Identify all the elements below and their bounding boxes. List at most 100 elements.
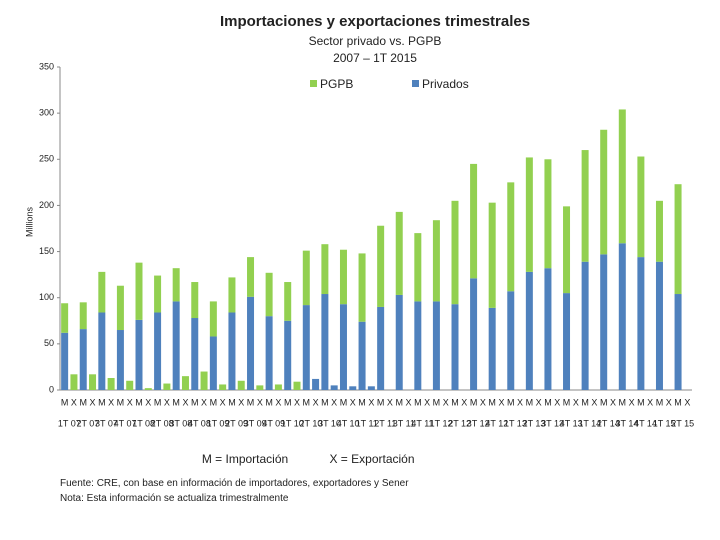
x-tick-label: M (526, 397, 534, 407)
bar-segment (525, 271, 533, 390)
x-tick-label: X (629, 397, 635, 407)
bar-segment (525, 157, 533, 272)
bar-segment (256, 385, 264, 390)
bar-segment (488, 202, 496, 308)
quarter-label: 2T 15 (671, 418, 694, 428)
bar-segment (98, 312, 106, 390)
quarter-label: 4T 07 (114, 418, 137, 428)
bar-segment (655, 200, 663, 262)
bar-segment (172, 301, 180, 390)
bar-segment (181, 376, 189, 390)
bar-segment (618, 243, 626, 390)
y-tick-label: 0 (49, 384, 54, 394)
quarter-label: 3T 07 (95, 418, 118, 428)
x-tick-label: M (674, 397, 682, 407)
bar-segment (247, 257, 255, 297)
chart-title: Importaciones y exportaciones trimestral… (220, 13, 530, 30)
bar-segment (321, 294, 329, 390)
quarter-label: 4T 11 (411, 418, 433, 428)
x-tick-label: X (666, 397, 672, 407)
x-tick-label: M (321, 397, 329, 407)
quarter-label: 1T 15 (653, 418, 676, 428)
bar-segment (321, 244, 329, 295)
quarter-label: 1T 08 (132, 418, 155, 428)
bar-segment (163, 383, 171, 390)
quarter-label: 4T 14 (634, 418, 657, 428)
bar-segment (358, 253, 366, 322)
bar-segment (144, 388, 152, 390)
x-tick-label: M (210, 397, 218, 407)
x-tick-label: X (368, 397, 374, 407)
x-tick-label: X (480, 397, 486, 407)
x-tick-label: X (350, 397, 356, 407)
x-tick-label: M (581, 397, 589, 407)
bar-segment (395, 211, 403, 295)
x-tick-label: X (145, 397, 151, 407)
bar-segment (349, 386, 357, 390)
bar-segment (339, 249, 347, 305)
x-tick-label: M (470, 397, 478, 407)
bar-segment (265, 316, 273, 390)
quarter-label: 1T 14 (578, 418, 601, 428)
x-tick-label: M (284, 397, 292, 407)
legend-label: Privados (422, 77, 469, 91)
x-tick-label: M (656, 397, 664, 407)
bar-segment (219, 384, 227, 390)
x-tick-label: M (433, 397, 441, 407)
bar-segment (228, 312, 236, 390)
quarter-label: 3T 10 (318, 418, 341, 428)
quarter-label: 3T 09 (244, 418, 267, 428)
bar-segment (284, 320, 292, 390)
bar-segment (432, 301, 440, 390)
x-tick-label: X (275, 397, 281, 407)
x-tick-label: M (377, 397, 385, 407)
x-tick-label: M (563, 397, 571, 407)
x-tick-label: X (498, 397, 504, 407)
quarter-label: 2T 11 (374, 418, 396, 428)
x-tick-label: X (71, 397, 77, 407)
bar-segment (191, 318, 199, 390)
bar-segment (98, 271, 106, 313)
x-tick-label: M (61, 397, 69, 407)
bar-segment (107, 378, 115, 390)
bar-segment (265, 272, 273, 317)
x-tick-label: X (684, 397, 690, 407)
x-tick-label: M (303, 397, 311, 407)
bar-segment (302, 305, 310, 390)
quarter-label: 1T 10 (281, 418, 304, 428)
x-tick-label: M (451, 397, 459, 407)
x-tick-label: X (647, 397, 653, 407)
x-tick-label: M (544, 397, 552, 407)
bar-segment (507, 182, 515, 292)
legend-swatch (412, 80, 419, 87)
bar-segment (581, 150, 589, 262)
bar-segment (135, 262, 143, 320)
x-tick-label: M (247, 397, 255, 407)
bar-segment (358, 321, 366, 390)
bar-segment (655, 261, 663, 390)
y-tick-label: 100 (39, 292, 54, 302)
quarter-label: 2T 12 (448, 418, 471, 428)
bar-segment (70, 374, 78, 390)
bar-segment (274, 384, 282, 390)
x-tick-label: M (507, 397, 515, 407)
bar-segment (674, 294, 682, 390)
x-tick-label: X (536, 397, 542, 407)
legend-label: PGPB (320, 77, 353, 91)
footnote: Nota: Esta información se actualiza trim… (60, 493, 289, 504)
x-tick-label: X (461, 397, 467, 407)
x-tick-label: M (172, 397, 180, 407)
bar-segment (247, 296, 255, 390)
bar-segment (674, 184, 682, 295)
quarter-label: 3T 11 (393, 418, 415, 428)
bar-segment (126, 380, 134, 390)
x-tick-label: X (257, 397, 263, 407)
x-tick-label: X (443, 397, 449, 407)
bar-segment (302, 250, 310, 306)
bar-segment (451, 304, 459, 390)
quarter-label: 3T 14 (616, 418, 639, 428)
source: Fuente: CRE, con base en información de … (60, 478, 409, 489)
bar-segment (432, 220, 440, 302)
quarter-label: 4T 13 (560, 418, 583, 428)
bar-segment (228, 277, 236, 313)
